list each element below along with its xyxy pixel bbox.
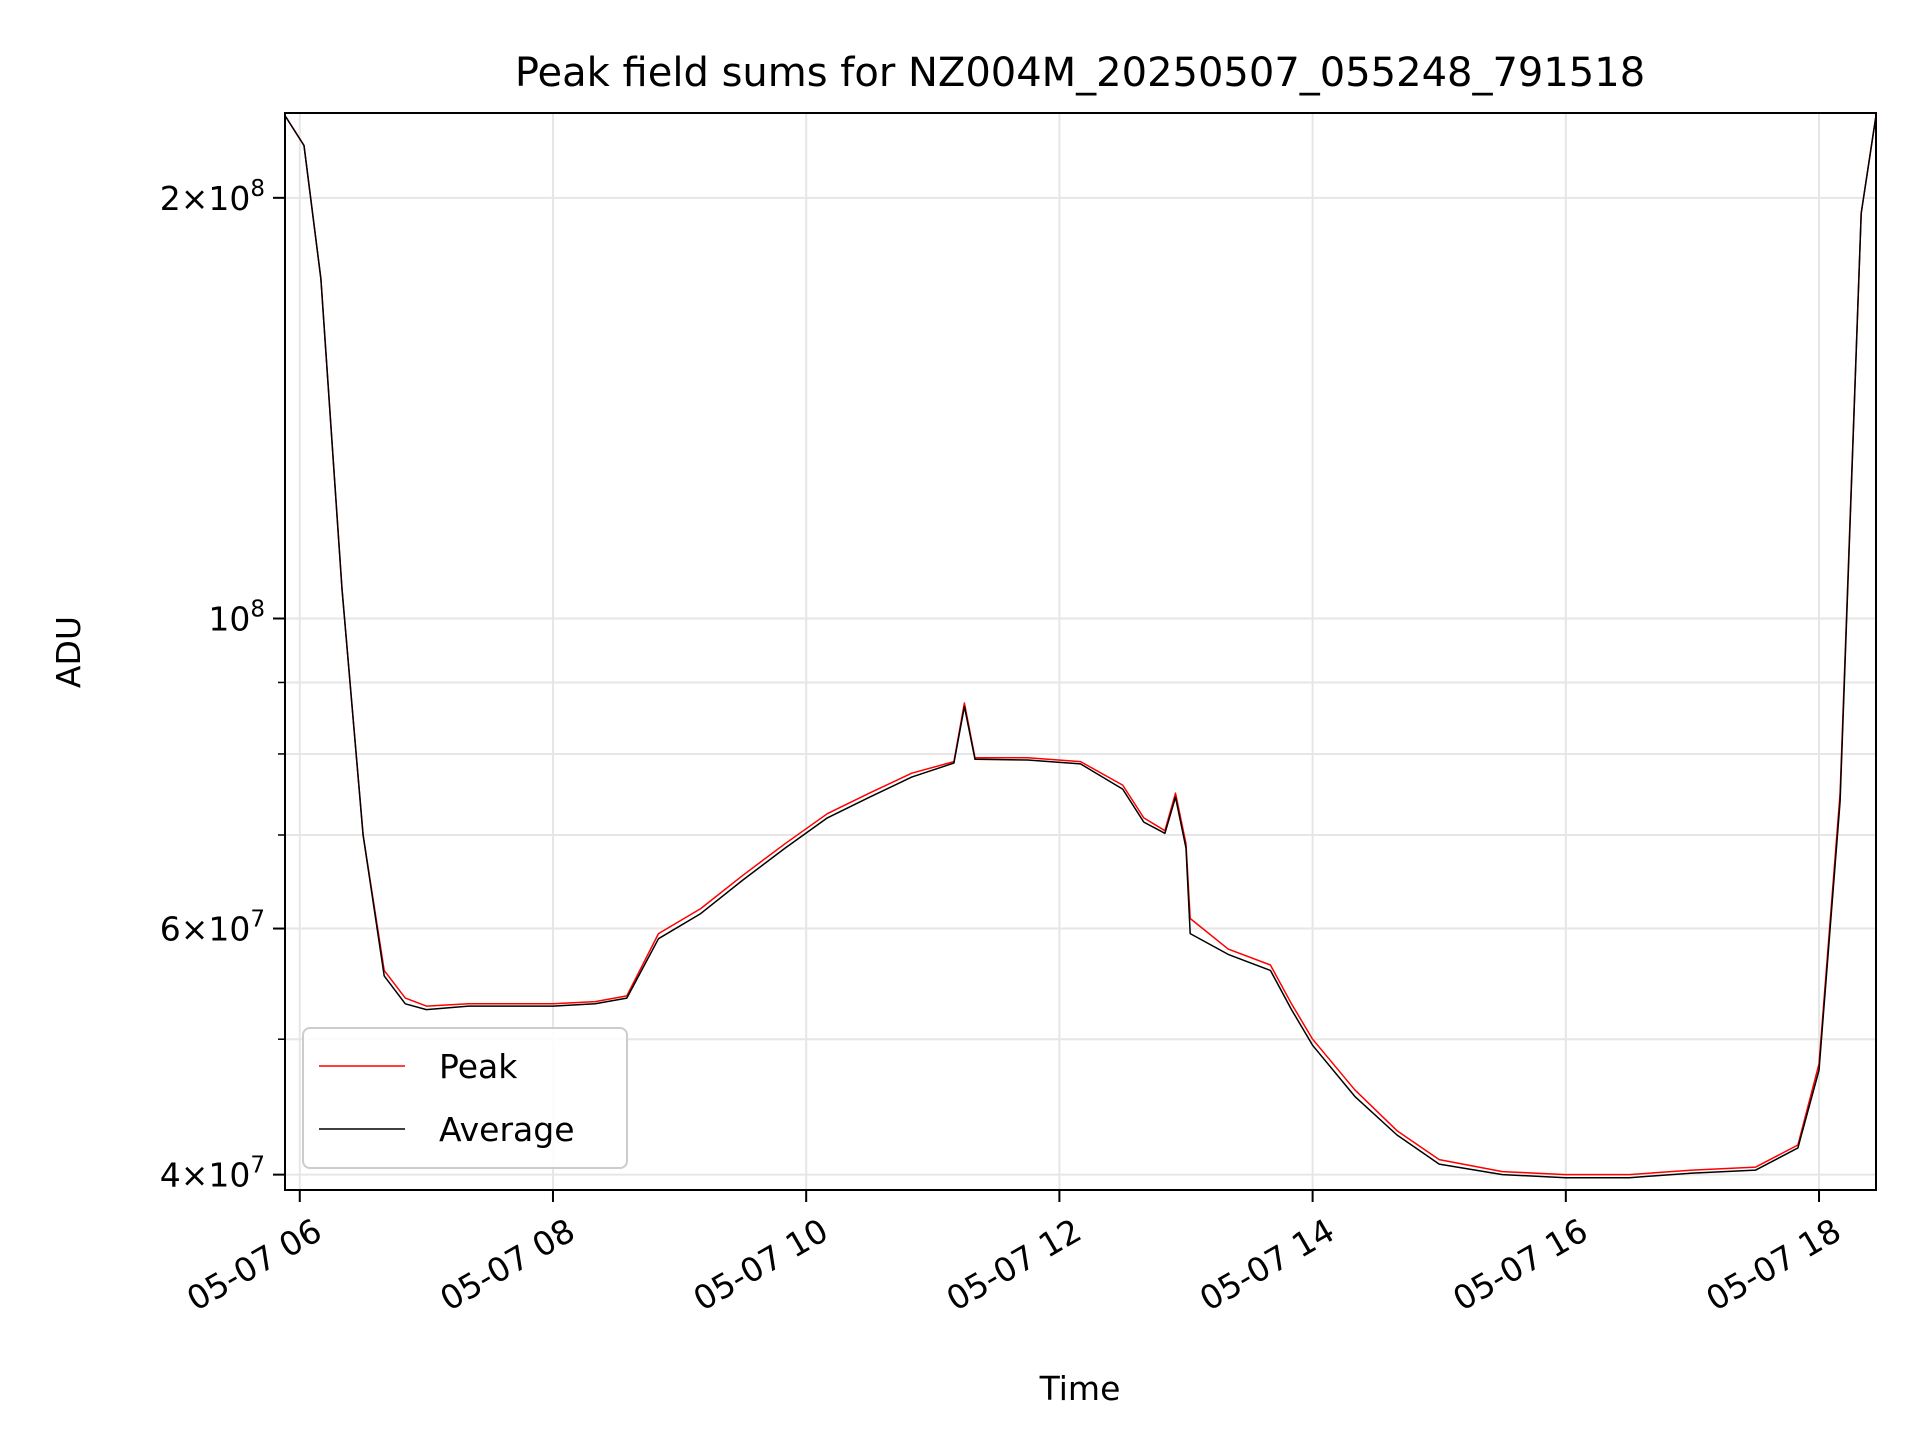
y-tick-label: 6×107 (160, 907, 265, 949)
plot-frame (284, 112, 1877, 1191)
x-tick-label: 05-07 06 (180, 1211, 328, 1319)
x-axis: 05-07 06 05-07 08 05-07 10 05-07 12 05-07 14… (180, 1190, 1847, 1319)
legend-label-average: Average (439, 1110, 575, 1149)
legend: Peak Average (302, 1027, 628, 1169)
x-tick-label: 05-07 08 (433, 1211, 581, 1319)
legend-box (302, 1027, 628, 1169)
x-axis-label: Time (1039, 1369, 1121, 1408)
y-tick-label: 4×107 (160, 1153, 265, 1195)
legend-label-peak: Peak (439, 1047, 518, 1086)
series-line-peak (284, 115, 1877, 1176)
x-tick-label: 05-07 10 (687, 1211, 835, 1319)
x-tick-label: 05-07 16 (1446, 1211, 1594, 1319)
grid (285, 113, 1876, 1190)
chart-title: Peak field sums for NZ004M_20250507_0552… (515, 50, 1645, 96)
x-tick-label: 05-07 14 (1193, 1211, 1341, 1319)
series-lines (284, 115, 1877, 1179)
x-tick-label: 05-07 12 (940, 1211, 1088, 1319)
y-tick-label: 2×108 (160, 176, 265, 218)
y-axis: 4×107 6×107 108 2×108 (160, 176, 285, 1195)
series-line-average (284, 115, 1877, 1179)
y-axis-label: ADU (49, 616, 88, 688)
y-tick-label: 108 (208, 597, 265, 639)
x-tick-label: 05-07 18 (1699, 1211, 1847, 1319)
